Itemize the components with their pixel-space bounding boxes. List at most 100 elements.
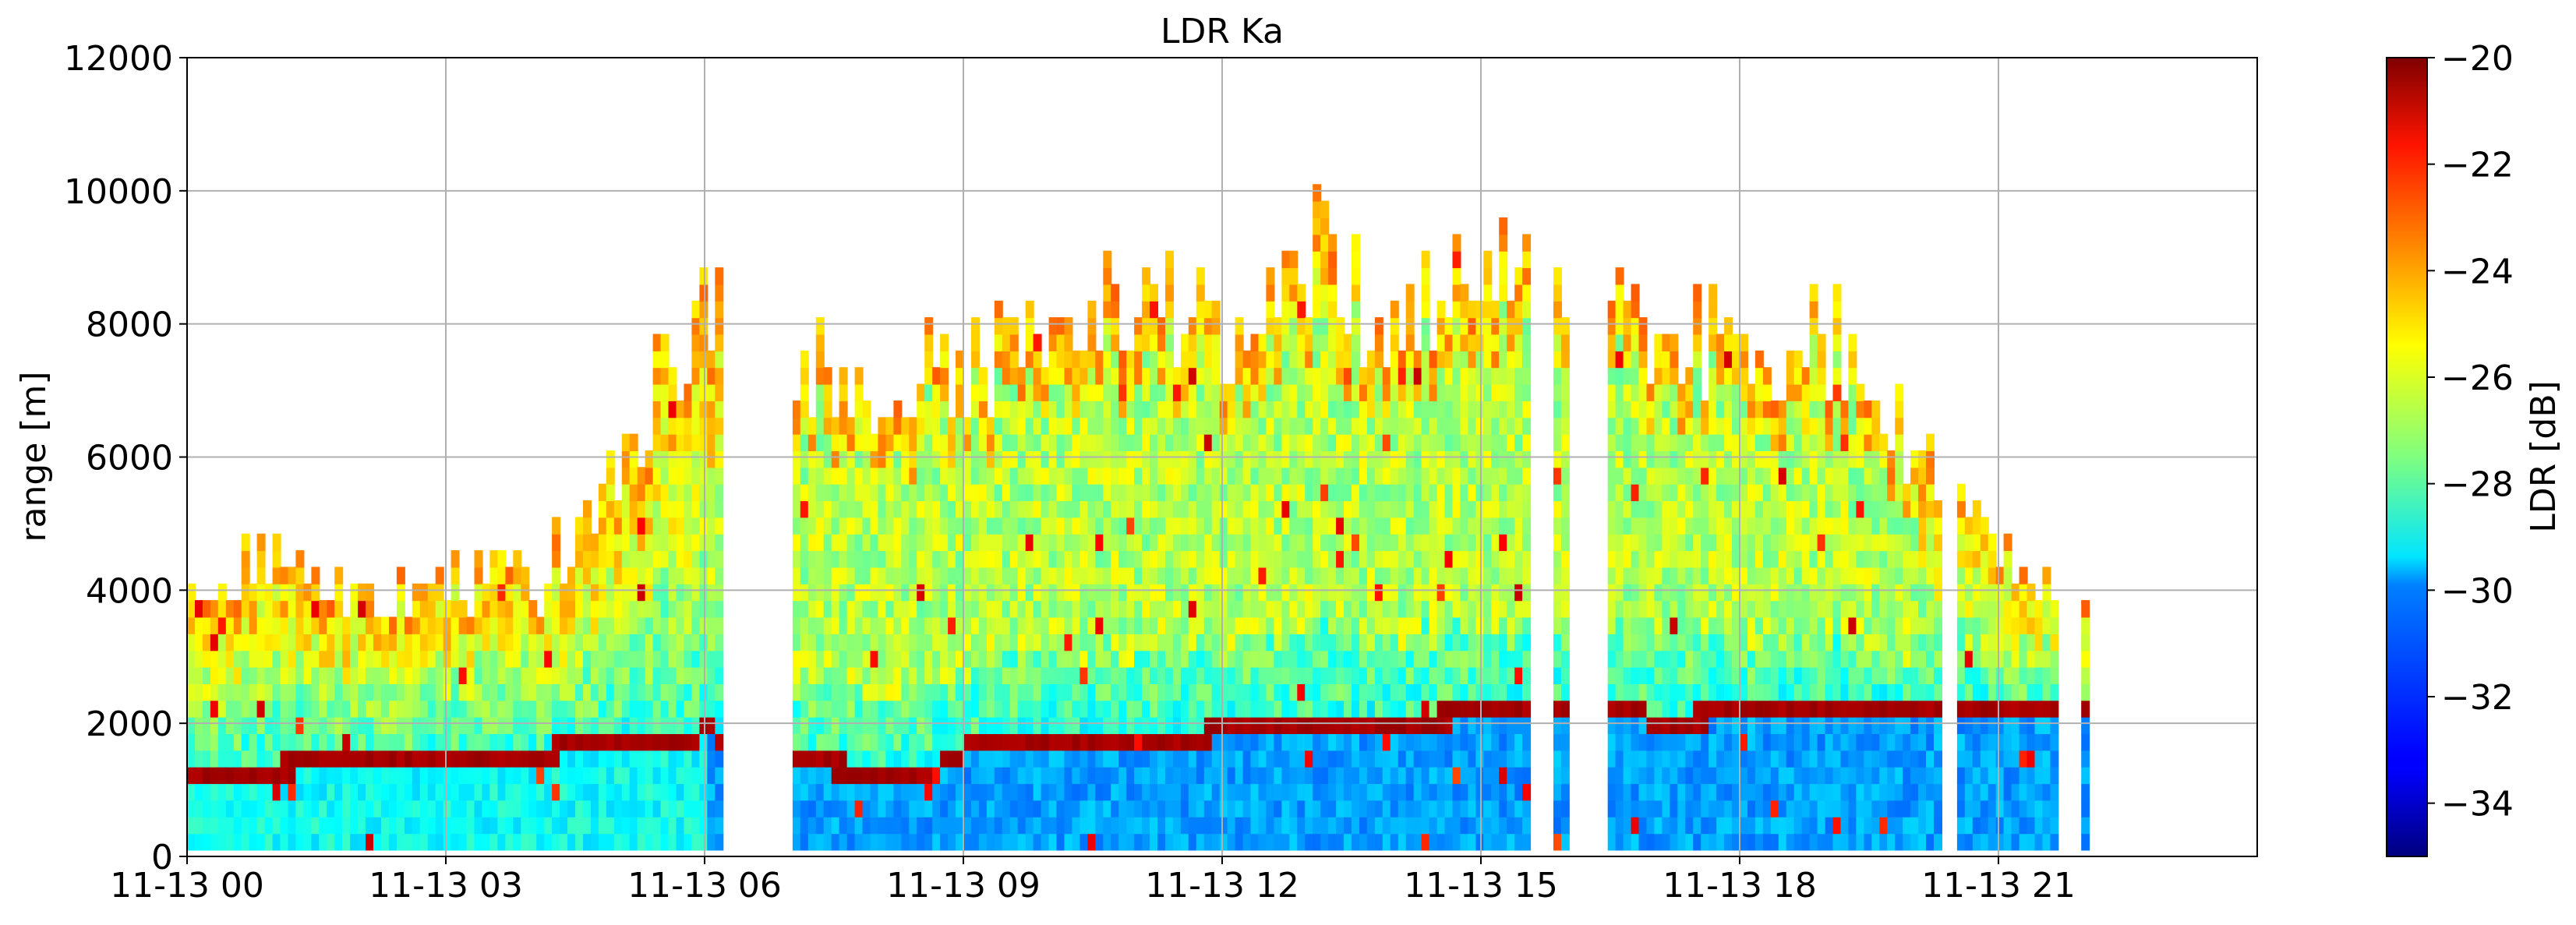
heatmap-cell	[909, 716, 918, 734]
heatmap-cell	[1374, 683, 1383, 701]
heatmap-cell	[1553, 600, 1562, 618]
heatmap-cell	[575, 816, 584, 835]
heatmap-cell	[583, 533, 592, 552]
heatmap-cell	[1297, 800, 1306, 817]
heatmap-cell	[1514, 417, 1524, 435]
heatmap-cell	[1180, 567, 1189, 584]
heatmap-cell	[1708, 800, 1718, 817]
heatmap-cell	[971, 317, 980, 335]
heatmap-cell	[699, 483, 708, 502]
heatmap-cell	[1716, 750, 1726, 768]
heatmap-cell	[1134, 733, 1143, 751]
heatmap-cell	[1017, 517, 1027, 535]
heatmap-cell	[1142, 467, 1151, 485]
heatmap-cell	[311, 650, 320, 668]
heatmap-cell	[1366, 533, 1376, 552]
heatmap-cell	[1320, 533, 1330, 552]
heatmap-cell	[1150, 716, 1158, 734]
heatmap-cell	[1087, 433, 1097, 451]
heatmap-cell	[1336, 567, 1345, 584]
heatmap-cell	[295, 616, 305, 634]
heatmap-cell	[1740, 766, 1748, 785]
heatmap-cell	[466, 750, 475, 768]
heatmap-cell	[1281, 633, 1291, 651]
heatmap-cell	[1631, 483, 1640, 502]
heatmap-cell	[652, 633, 662, 651]
heatmap-cell	[1250, 666, 1260, 684]
heatmap-cell	[1708, 317, 1718, 335]
heatmap-cell	[482, 816, 491, 835]
heatmap-cell	[451, 583, 460, 602]
heatmap-cell	[1219, 766, 1228, 785]
heatmap-cell	[1289, 483, 1299, 502]
heatmap-cell	[225, 700, 235, 718]
heatmap-cell	[707, 567, 716, 584]
heatmap-cell	[1615, 666, 1624, 684]
heatmap-cell	[1281, 467, 1291, 485]
heatmap-cell	[978, 816, 988, 835]
heatmap-cell	[272, 550, 281, 568]
heatmap-cell	[295, 583, 305, 602]
heatmap-cell	[1172, 716, 1182, 734]
heatmap-cell	[280, 816, 289, 835]
heatmap-cell	[1157, 567, 1166, 584]
heatmap-cell	[1638, 650, 1648, 668]
heatmap-cell	[1724, 467, 1733, 485]
heatmap-cell	[1157, 450, 1166, 468]
heatmap-cell	[288, 733, 297, 751]
heatmap-cell	[1087, 733, 1097, 751]
heatmap-cell	[575, 783, 584, 801]
heatmap-cell	[707, 750, 716, 768]
heatmap-cell	[1638, 533, 1648, 552]
heatmap-cell	[451, 716, 460, 734]
heatmap-cell	[319, 616, 328, 634]
heatmap-cell	[1708, 450, 1718, 468]
heatmap-cell	[684, 766, 693, 785]
heatmap-cell	[699, 816, 708, 835]
heatmap-cell	[1507, 533, 1516, 552]
heatmap-cell	[1242, 400, 1252, 418]
heatmap-cell	[1405, 833, 1415, 851]
heatmap-cell	[1693, 400, 1702, 418]
heatmap-cell	[303, 600, 313, 618]
heatmap-cell	[1522, 816, 1532, 835]
heatmap-cell	[187, 733, 196, 751]
heatmap-cell	[1560, 583, 1570, 602]
heatmap-cell	[932, 666, 942, 684]
heatmap-cell	[451, 733, 460, 751]
heatmap-cell	[948, 833, 957, 851]
heatmap-cell	[1072, 666, 1081, 684]
heatmap-cell	[870, 533, 879, 552]
heatmap-cell	[575, 700, 584, 718]
heatmap-cell	[948, 750, 957, 768]
heatmap-cell	[1025, 783, 1034, 801]
heatmap-cell	[715, 800, 724, 817]
heatmap-cell	[668, 833, 677, 851]
heatmap-cell	[1444, 417, 1454, 435]
heatmap-cell	[645, 766, 654, 785]
heatmap-cell	[1708, 367, 1718, 385]
heatmap-cell	[590, 633, 599, 651]
heatmap-cell	[241, 616, 250, 634]
heatmap-cell	[660, 716, 670, 734]
heatmap-cell	[396, 616, 405, 634]
heatmap-cell	[427, 716, 436, 734]
heatmap-cell	[629, 733, 638, 751]
heatmap-cell	[1740, 733, 1748, 751]
heatmap-cell	[1196, 284, 1205, 302]
heatmap-cell	[1716, 433, 1726, 451]
heatmap-cell	[489, 583, 499, 602]
heatmap-cell	[1670, 633, 1679, 651]
heatmap-cell	[1017, 467, 1027, 485]
heatmap-cell	[1631, 317, 1640, 335]
heatmap-cell	[878, 750, 887, 768]
heatmap-cell	[715, 550, 724, 568]
heatmap-cell	[1048, 350, 1058, 369]
heatmap-cell	[986, 567, 995, 584]
heatmap-cell	[1374, 533, 1383, 552]
heatmap-cell	[474, 600, 483, 618]
heatmap-cell	[1328, 400, 1337, 418]
heatmap-cell	[1460, 633, 1469, 651]
heatmap-cell	[660, 616, 670, 634]
heatmap-cell	[233, 833, 242, 851]
